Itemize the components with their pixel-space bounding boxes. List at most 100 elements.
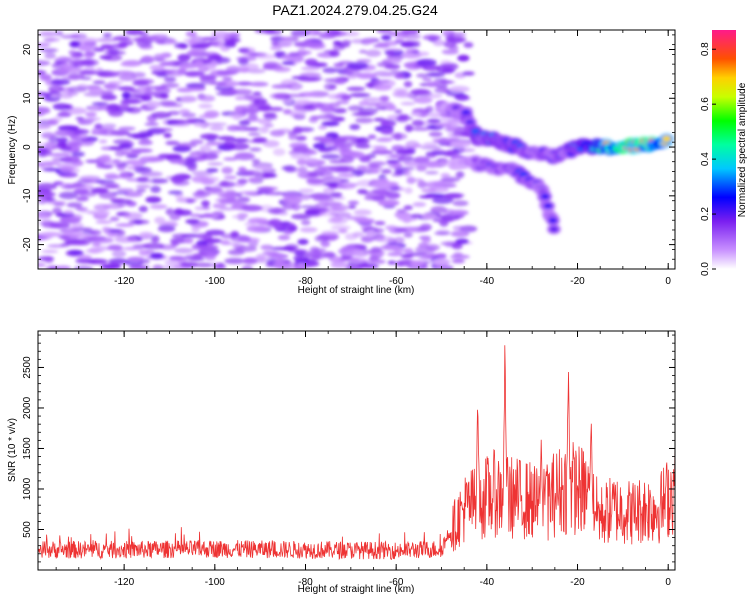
noise-blob [290,109,307,117]
noise-blob [145,85,155,92]
noise-blob [283,109,292,115]
noise-blob [330,225,351,230]
noise-blob [48,265,59,269]
noise-blob [41,249,59,254]
noise-blob [405,48,419,54]
noise-blob [85,111,97,117]
noise-blob [57,125,79,131]
noise-blob [434,231,451,236]
x-tick-label: -20 [570,276,585,287]
noise-blob [185,218,200,225]
noise-blob [393,87,409,94]
noise-blob [451,243,463,250]
noise-blob [318,125,328,130]
noise-blob [212,203,227,209]
noise-blob [304,58,318,66]
noise-blob [346,247,363,252]
noise-blob [450,128,468,132]
noise-blob [70,53,85,58]
noise-blob [108,110,124,117]
spectrogram-y-label: Frequency (Hz) [7,116,18,185]
noise-blob [273,223,287,230]
noise-blob [118,41,128,49]
colorbar-scale [712,30,736,269]
noise-blob [376,187,387,196]
noise-blob [140,55,155,63]
noise-blob [271,84,293,89]
noise-blob [76,207,88,212]
noise-blob [416,58,437,67]
y-tick-label: 0 [22,144,33,150]
noise-blob [262,251,279,255]
noise-blob [71,141,83,148]
y-tick-label: 10 [22,92,33,104]
noise-blob [91,242,101,247]
noise-blob [323,251,336,259]
noise-blob [133,219,143,225]
noise-blob [360,235,374,243]
noise-blob [203,110,220,118]
noise-blob [418,195,436,199]
noise-blob [302,128,312,132]
noise-blob [111,198,133,204]
noise-blob [132,80,150,87]
noise-blob [150,235,160,243]
noise-blob [249,147,262,152]
noise-blob [38,124,51,130]
noise-blob [255,53,277,60]
noise-blob [59,147,72,151]
noise-blob [164,259,183,266]
noise-blob [155,128,173,132]
noise-blob [117,203,127,208]
noise-blob [255,165,272,171]
noise-blob [107,232,118,237]
noise-blob [241,108,260,114]
noise-blob [416,164,427,172]
noise-blob [258,105,273,112]
noise-blob [85,159,100,163]
noise-blob [169,159,186,164]
noise-blob [332,40,342,46]
noise-blob [321,146,338,150]
noise-blob [397,155,414,163]
noise-blob [199,74,217,81]
noise-blob [67,86,88,93]
noise-blob [212,211,224,216]
noise-blob [45,197,56,202]
noise-blob [126,154,139,159]
noise-blob [462,71,475,76]
noise-blob [298,166,308,174]
page-title: PAZ1.2024.279.04.25.G24 [272,2,438,18]
noise-blob [162,220,177,225]
noise-blob [103,83,117,89]
noise-blob [152,264,164,269]
noise-blob [410,112,422,116]
noise-blob [208,186,223,192]
noise-blob [234,96,247,101]
noise-blob [244,222,256,226]
noise-blob [376,236,395,243]
noise-blob [115,163,128,168]
noise-blob [298,188,315,193]
noise-blob [457,54,470,62]
noise-blob [38,70,47,74]
noise-blob [100,94,117,101]
noise-blob [432,39,445,46]
noise-blob [334,212,352,218]
noise-blob [163,76,177,83]
noise-blob [393,249,406,253]
noise-blob [199,133,219,140]
noise-blob [74,241,91,246]
noise-blob [84,51,96,57]
noise-blob [281,61,295,65]
snr-y-ticks: 500 1000 1500 2000 2500 [22,334,675,571]
noise-blob [73,188,90,195]
noise-blob [396,209,407,213]
noise-blob [346,86,366,92]
noise-blob [202,213,214,219]
x-tick-label: -120 [114,577,134,588]
noise-blob [127,237,138,243]
x-tick-label: -80 [298,276,313,287]
noise-blob [98,139,108,144]
noise-blob [425,152,437,159]
